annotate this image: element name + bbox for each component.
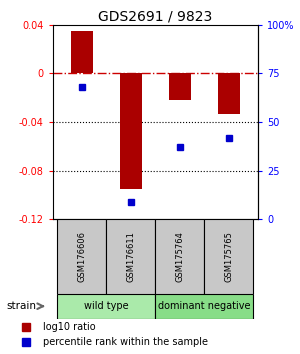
FancyBboxPatch shape <box>155 294 253 319</box>
Text: log10 ratio: log10 ratio <box>43 321 95 332</box>
Text: wild type: wild type <box>84 301 129 311</box>
Text: strain: strain <box>6 301 36 311</box>
Text: GSM176606: GSM176606 <box>77 231 86 282</box>
Text: percentile rank within the sample: percentile rank within the sample <box>43 337 208 348</box>
Text: GSM175765: GSM175765 <box>224 231 233 282</box>
Text: GSM175764: GSM175764 <box>175 231 184 282</box>
FancyBboxPatch shape <box>204 219 253 294</box>
FancyBboxPatch shape <box>57 219 106 294</box>
Text: GSM176611: GSM176611 <box>126 231 135 282</box>
FancyBboxPatch shape <box>57 294 155 319</box>
Text: dominant negative: dominant negative <box>158 301 250 311</box>
Title: GDS2691 / 9823: GDS2691 / 9823 <box>98 10 212 24</box>
Bar <box>120 73 142 189</box>
Bar <box>218 73 240 114</box>
Bar <box>71 31 93 73</box>
FancyBboxPatch shape <box>155 219 204 294</box>
Bar <box>169 73 191 100</box>
FancyBboxPatch shape <box>106 219 155 294</box>
